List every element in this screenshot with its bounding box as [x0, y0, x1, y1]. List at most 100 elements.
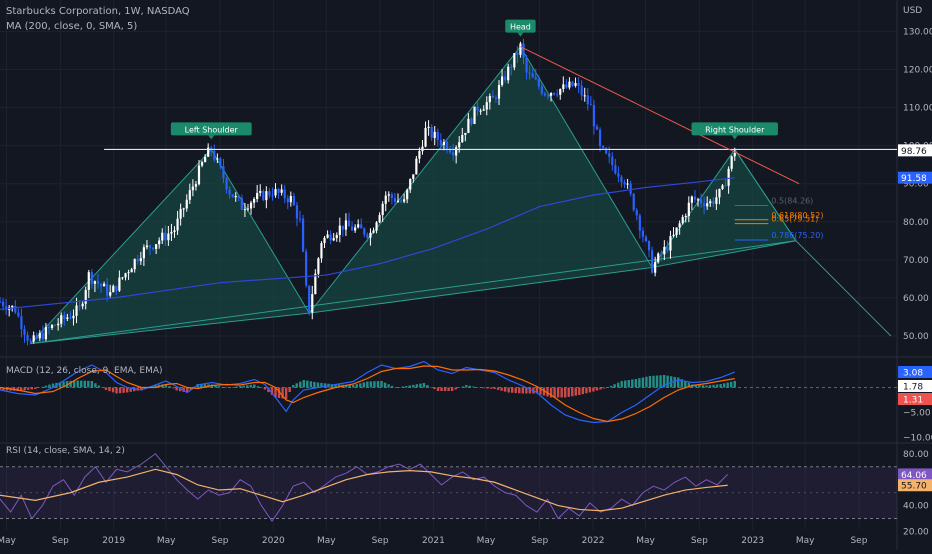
macd-histogram-bar — [0, 387, 2, 390]
candle-up — [574, 83, 577, 86]
candle-up — [142, 247, 145, 259]
macd-histogram-bar — [366, 381, 369, 388]
macd-histogram-bar — [581, 387, 585, 395]
x-tick-label: May — [157, 536, 176, 546]
macd-histogram-bar — [48, 384, 51, 388]
price-tick-label: 80.00 — [903, 218, 929, 228]
candle-down — [571, 81, 574, 86]
candle-up — [663, 246, 666, 255]
rsi-tick-label: 40.00 — [903, 502, 929, 512]
candle-up — [721, 185, 724, 189]
macd-histogram-bar — [705, 385, 708, 388]
x-tick-label: May — [0, 536, 17, 546]
candle-down — [283, 189, 286, 199]
candle-down — [647, 240, 651, 251]
candle-up — [249, 202, 253, 209]
projection-line — [734, 149, 892, 337]
candle-down — [644, 236, 648, 241]
pattern-label-box — [691, 122, 778, 136]
macd-histogram-bar — [140, 387, 143, 390]
macd-histogram-bar — [450, 387, 454, 391]
macd-histogram-bar — [549, 387, 553, 398]
macd-histogram-bar — [454, 387, 457, 390]
candle-up — [418, 151, 421, 159]
ma-value-badge: 91.58 — [901, 174, 927, 184]
candle-up — [354, 227, 357, 231]
macd-histogram-bar — [525, 387, 528, 394]
macd-histogram-bar — [571, 387, 574, 397]
candle-down — [516, 53, 519, 55]
macd-histogram-bar — [302, 380, 305, 388]
macd-histogram-bar — [299, 381, 302, 388]
macd-histogram-bar — [585, 387, 588, 394]
candle-up — [118, 277, 121, 291]
macd-histogram-bar — [122, 387, 125, 393]
candle-up — [718, 188, 721, 198]
candle-up — [684, 215, 687, 218]
candle-down — [543, 93, 547, 96]
candle-up — [583, 95, 586, 97]
macd-histogram-bar — [701, 385, 705, 388]
candle-down — [277, 189, 280, 193]
macd-histogram-bar — [426, 385, 429, 388]
macd-histogram-bar — [34, 387, 37, 389]
candle-down — [47, 327, 51, 329]
macd-histogram-bar — [677, 377, 680, 388]
macd-histogram-bar — [30, 387, 33, 390]
candle-up — [549, 93, 553, 96]
candle-up — [200, 162, 204, 166]
candle-up — [216, 158, 219, 160]
candle-down — [106, 283, 109, 296]
candle-down — [703, 203, 706, 207]
candle-down — [638, 215, 641, 231]
candle-down — [26, 334, 29, 341]
macd-histogram-bar — [648, 376, 652, 388]
macd-histogram-bar — [415, 384, 419, 388]
macd-histogram-bar — [662, 375, 666, 388]
candle-up — [155, 244, 158, 249]
candle-down — [525, 57, 528, 73]
x-tick-label: 2020 — [262, 536, 285, 546]
macd-histogram-bar — [475, 387, 479, 388]
macd-histogram-bar — [659, 375, 662, 388]
macd-histogram-bar — [528, 387, 532, 394]
candle-down — [608, 153, 611, 157]
macd-histogram-bar — [556, 387, 560, 398]
macd-histogram-bar — [224, 387, 228, 388]
macd-histogram-bar — [380, 381, 383, 388]
x-tick-label: 2022 — [582, 536, 605, 546]
candle-up — [66, 317, 69, 319]
macd-histogram-bar — [440, 387, 443, 391]
candle-down — [693, 196, 697, 200]
candle-down — [286, 198, 289, 203]
macd-histogram-bar — [627, 380, 630, 388]
price-tick-label: 50.00 — [903, 332, 929, 342]
candle-up — [513, 53, 516, 68]
macd-histogram-bar — [624, 380, 627, 388]
macd-histogram-bar — [655, 375, 659, 388]
rsi-value-label: 64.06 — [901, 471, 927, 481]
x-tick-label: May — [796, 536, 815, 546]
macd-histogram-bar — [168, 386, 171, 388]
macd-histogram-bar — [44, 385, 48, 388]
macd-histogram-bar — [189, 387, 192, 390]
macd-histogram-bar — [465, 385, 468, 388]
macd-histogram-bar — [408, 385, 411, 388]
candle-down — [0, 301, 2, 303]
candle-up — [314, 273, 317, 295]
candle-up — [384, 195, 387, 204]
symbol-title: Starbucks Corporation, 1W, NASDAQ — [6, 6, 190, 17]
candle-up — [455, 147, 458, 156]
macd-histogram-bar — [309, 381, 313, 388]
candle-up — [500, 76, 504, 85]
candle-down — [78, 305, 81, 307]
last-price-badge-box — [898, 144, 932, 157]
macd-histogram-bar — [111, 387, 115, 393]
candle-up — [433, 131, 436, 138]
candle-up — [38, 333, 41, 339]
macd-tick-label: −5.00 — [903, 409, 931, 419]
candle-down — [491, 95, 494, 98]
macd-histogram-bar — [493, 387, 496, 389]
candle-down — [553, 93, 556, 95]
candle-down — [598, 129, 602, 146]
